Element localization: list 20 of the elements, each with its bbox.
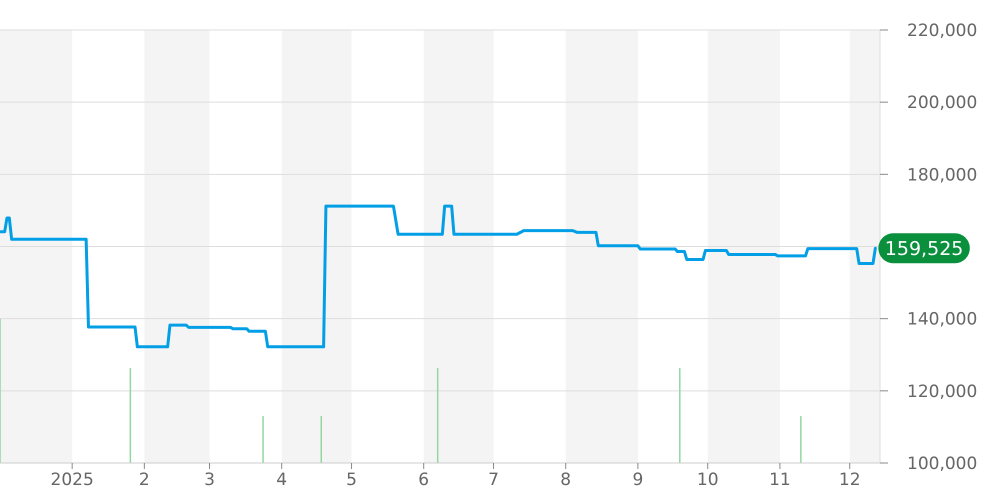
y-tick-label: 120,000: [907, 382, 978, 402]
x-tick-label: 4: [276, 470, 288, 490]
annotation: 159,525: [884, 238, 964, 260]
y-tick-label: 100,000: [907, 454, 978, 474]
y-tick-label: 200,000: [907, 93, 978, 114]
y-tick-label: 180,000: [907, 165, 978, 186]
x-tick-label: 7: [488, 470, 499, 490]
x-tick-label: 5: [346, 470, 357, 490]
x-tick-label: 11: [769, 470, 791, 490]
x-tick-label: 2: [138, 470, 150, 490]
line-series: [0, 204, 877, 348]
x-tick-label: 10: [696, 470, 719, 490]
x-tick-label: 8: [560, 470, 572, 490]
x-tick-label: 2025: [50, 470, 94, 490]
y-tick-label: 220,000: [907, 20, 978, 41]
x-tick-label: 3: [204, 470, 215, 490]
x-tick-label: 6: [418, 470, 430, 490]
y-tick-label: 140,000: [907, 310, 978, 330]
x-tick-label: 12: [838, 470, 861, 490]
x-tick-label: 9: [632, 470, 644, 490]
